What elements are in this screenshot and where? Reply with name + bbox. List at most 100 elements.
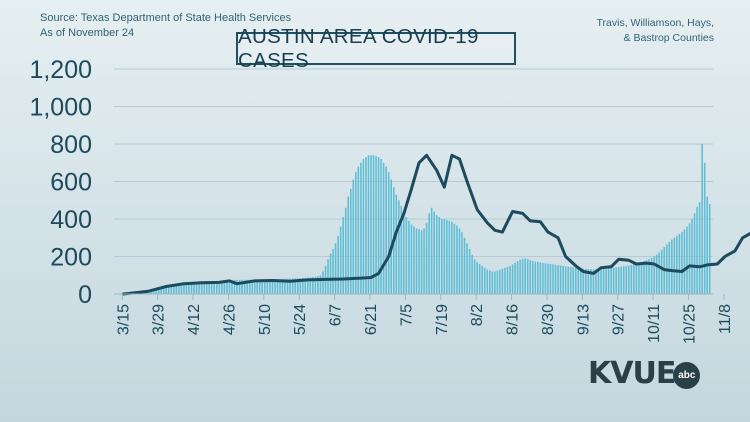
case-bar <box>178 283 180 294</box>
case-bar <box>650 258 653 294</box>
case-bar <box>557 265 559 294</box>
case-bar <box>526 259 529 294</box>
moving-average-line <box>121 153 750 296</box>
case-bar <box>668 241 671 294</box>
x-tick-label: 6/7 <box>328 304 345 326</box>
case-bar <box>170 285 173 294</box>
region-line-2: & Bastrop Counties <box>623 32 714 44</box>
case-bar <box>246 279 248 294</box>
case-bar <box>574 267 577 294</box>
case-bar <box>577 268 580 294</box>
case-bar <box>226 280 228 294</box>
case-bar <box>678 234 681 294</box>
case-bar <box>279 279 281 294</box>
case-bar <box>448 220 451 294</box>
case-bar <box>655 254 658 294</box>
case-bar <box>294 278 296 294</box>
source-line: Source: Texas Department of State Health… <box>40 12 292 24</box>
case-bar <box>595 269 597 294</box>
case-bar <box>185 283 188 294</box>
case-bar <box>357 166 360 294</box>
case-bar <box>385 166 387 294</box>
case-bar <box>339 226 342 294</box>
case-bar <box>231 280 233 294</box>
case-bar <box>370 155 372 294</box>
case-bar <box>635 263 638 294</box>
case-bar <box>360 162 362 294</box>
case-bar <box>648 259 650 294</box>
case-bar <box>433 211 435 294</box>
case-bar <box>236 279 238 294</box>
case-bar <box>238 279 241 294</box>
case-bar <box>319 275 322 294</box>
case-bar <box>329 253 332 294</box>
case-bar <box>597 269 600 294</box>
case-bar <box>317 276 319 294</box>
case-bar <box>554 264 557 294</box>
case-bar <box>587 269 590 294</box>
case-bar <box>418 229 420 294</box>
case-bar <box>559 265 562 294</box>
case-bar <box>210 281 213 294</box>
case-bar <box>173 284 175 294</box>
case-bar <box>463 237 466 294</box>
case-bar <box>382 162 385 294</box>
case-bar <box>195 282 198 294</box>
case-bar <box>218 280 221 294</box>
case-bar <box>167 285 170 294</box>
case-bar <box>620 266 623 294</box>
case-bar <box>544 263 547 294</box>
case-bar <box>243 279 246 294</box>
x-tick-label: 9/27 <box>611 304 628 335</box>
case-bar <box>337 235 339 294</box>
case-bar <box>162 286 165 294</box>
case-bar <box>223 280 226 294</box>
case-bar <box>552 264 554 294</box>
case-bar <box>352 179 355 294</box>
case-bar <box>625 265 628 294</box>
case-bar <box>165 286 168 294</box>
case-bar <box>542 262 544 294</box>
x-tick-label: 3/29 <box>151 304 168 335</box>
case-bar <box>653 256 655 294</box>
case-bar <box>499 269 501 294</box>
case-bar <box>516 261 519 294</box>
case-bar <box>630 264 633 294</box>
case-bar <box>289 278 291 294</box>
case-bar <box>453 223 456 294</box>
case-bar <box>188 282 190 294</box>
x-tick-label: 3/15 <box>115 304 132 335</box>
case-bar <box>314 276 317 294</box>
case-bar <box>602 269 605 294</box>
case-bar <box>415 228 418 294</box>
case-bar <box>213 281 216 294</box>
case-bar <box>524 258 526 294</box>
abc-badge: abc <box>673 362 701 389</box>
case-bar <box>703 162 706 294</box>
case-bar <box>519 259 521 294</box>
case-bar <box>623 266 625 294</box>
x-tick-label: 7/19 <box>434 304 451 335</box>
case-bar <box>430 207 433 294</box>
case-bar <box>645 260 648 294</box>
case-bar <box>256 279 259 294</box>
case-bar <box>478 264 481 294</box>
case-bar <box>377 157 380 294</box>
case-bar <box>307 277 309 294</box>
y-tick-label: 800 <box>50 131 92 159</box>
case-bar <box>691 219 693 294</box>
case-bar <box>696 206 698 294</box>
case-bar <box>264 279 266 294</box>
case-bar <box>269 279 271 294</box>
case-bar <box>529 260 532 294</box>
case-bar <box>521 258 524 294</box>
case-bar <box>481 265 484 294</box>
x-tick-label: 10/25 <box>682 304 699 344</box>
case-bar <box>443 219 446 294</box>
case-bar <box>673 237 676 294</box>
case-bar <box>203 281 205 294</box>
date-line: As of November 24 <box>40 27 135 39</box>
case-bar <box>569 267 572 294</box>
x-tick-label: 5/24 <box>292 304 309 335</box>
